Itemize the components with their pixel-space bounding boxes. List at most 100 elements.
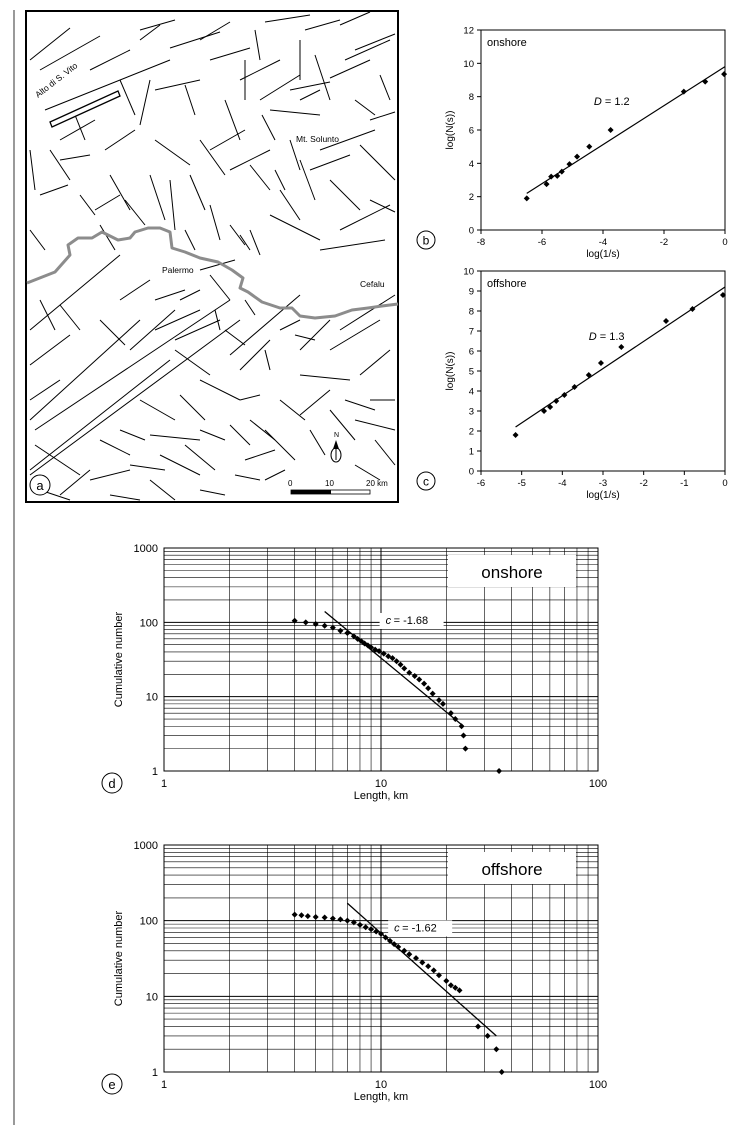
fault-line [279, 399, 306, 421]
fault-line [59, 469, 91, 496]
fault-line [354, 464, 381, 481]
fault-line [309, 429, 326, 456]
data-point [312, 620, 319, 627]
x-tick-label: -8 [477, 237, 485, 248]
y-tick-label: 0 [469, 226, 474, 237]
fault-line [289, 139, 301, 171]
fault-line [299, 159, 316, 201]
panel-label-a: a [29, 474, 51, 496]
chart-b-onshore-box-counting: -8 -6 -4 -2 0 0 2 4 6 8 10 12 log(1/s) log(N(s)) onsho… [416, 26, 728, 260]
data-point [456, 987, 463, 994]
annotation-label: onshore [487, 37, 527, 49]
data-point [452, 716, 459, 723]
fault-line [329, 179, 361, 211]
data-point [368, 926, 375, 933]
data-point [337, 627, 344, 634]
fault-line [209, 274, 231, 301]
y-tick-label: 10 [463, 59, 474, 70]
data-point [558, 168, 565, 175]
x-tick-label: -2 [639, 478, 647, 489]
fault-line [99, 224, 116, 251]
fault-line [359, 144, 396, 181]
fault-line [239, 394, 261, 401]
x-tick-label: -5 [517, 478, 525, 489]
fault-line [154, 79, 201, 91]
data-point [395, 943, 402, 950]
fault-line [184, 444, 216, 471]
fault-line [339, 204, 391, 231]
data-point [373, 928, 380, 935]
y-tick-label: 10 [146, 991, 158, 1003]
fault-line [59, 304, 81, 331]
fault-line [234, 474, 261, 481]
fault-line [244, 449, 276, 461]
fault-line [254, 29, 261, 61]
data-point [386, 937, 393, 944]
plot-frame [480, 270, 726, 472]
fault-line [154, 289, 186, 301]
data-point [350, 919, 357, 926]
data-point [586, 143, 593, 150]
fault-line [154, 309, 201, 331]
y-tick-label: 1000 [134, 840, 158, 852]
fault-line [119, 279, 151, 301]
d-value: = 1.3 [600, 331, 625, 343]
fault-line [109, 494, 141, 501]
fault-line [289, 81, 331, 91]
data-point [597, 360, 604, 366]
fault-line [44, 59, 171, 111]
data-point [401, 947, 408, 954]
x-tick-label: -6 [477, 478, 485, 489]
d-symbol: D [589, 331, 597, 343]
fault-line [169, 31, 221, 49]
y-tick-label: 6 [469, 126, 474, 137]
fault-line [89, 469, 131, 481]
fault-line [339, 11, 371, 26]
y-axis-label: Cumulative number [113, 611, 125, 707]
d-symbol: D [594, 96, 602, 108]
fault-line [229, 149, 271, 171]
fault-line [109, 174, 131, 211]
fault-line [224, 99, 241, 141]
palermo-label: Palermo [162, 265, 194, 275]
fault-line [159, 454, 201, 476]
fault-line [89, 49, 131, 71]
data-point [329, 624, 336, 631]
fault-line [149, 479, 176, 501]
data-point [391, 941, 398, 948]
data-point [512, 432, 519, 438]
y-tick-label: 10 [463, 267, 474, 278]
fault-line [224, 329, 246, 346]
data-point [368, 644, 375, 651]
d-value: = 1.2 [605, 96, 630, 108]
data-point [543, 181, 550, 188]
data-point [702, 78, 709, 85]
fault-line [299, 374, 351, 381]
data-point [561, 392, 568, 398]
fault-line [354, 33, 396, 51]
fault-line [319, 239, 386, 251]
fault-line [29, 319, 241, 476]
data-point [376, 648, 383, 655]
fault-line [179, 394, 206, 421]
data-point [385, 653, 392, 660]
fault-line [139, 79, 151, 126]
data-point [447, 710, 454, 717]
fault-line [369, 111, 396, 121]
y-tick-label: 2 [469, 427, 474, 438]
fault-line [184, 84, 196, 116]
plot-frame [480, 29, 726, 231]
annotation-label: offshore [487, 278, 527, 290]
x-tick-label: 1 [161, 1079, 167, 1091]
y-tick-label: 100 [140, 617, 158, 629]
fault-line [34, 299, 231, 431]
fault-line [249, 164, 271, 191]
fault-lines [29, 11, 396, 501]
fault-line [124, 199, 146, 226]
x-axis-label: Length, km [354, 790, 408, 802]
fault-line [209, 204, 221, 241]
data-point [719, 292, 726, 298]
x-tick-label: 1 [161, 778, 167, 790]
fault-line [174, 319, 221, 341]
c-label-bg [388, 920, 453, 937]
